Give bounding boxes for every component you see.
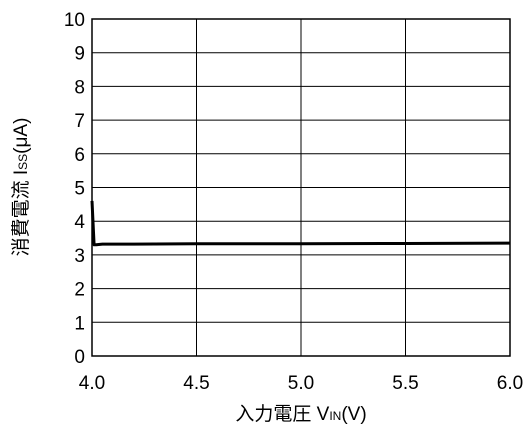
y-axis-label-prefix: 消費電流 I (10, 170, 32, 257)
series-line (90, 200, 511, 247)
x-tick-label: 5.0 (288, 373, 314, 394)
x-axis-label-subscript: IN (329, 409, 341, 423)
y-tick-label: 6 (74, 145, 85, 166)
x-tick-label: 4.5 (183, 373, 209, 394)
plot-frame (91, 18, 511, 357)
y-tick-label: 2 (74, 280, 85, 301)
x-axis-label: 入力電圧 VIN(V) (235, 403, 366, 425)
y-tick-label: 5 (74, 179, 85, 200)
y-tick-label: 4 (74, 212, 85, 233)
y-tick-label: 8 (74, 77, 85, 98)
x-axis-label-prefix: 入力電圧 V (235, 403, 329, 425)
y-axis-label-suffix: (μA) (11, 118, 32, 154)
y-tick-label: 10 (64, 10, 85, 31)
y-tick-label: 9 (74, 44, 85, 65)
x-tick-label: 4.0 (79, 373, 105, 394)
grid (92, 19, 510, 356)
y-tick-label: 3 (74, 246, 85, 267)
y-tick-label: 1 (74, 313, 85, 334)
x-axis-label-suffix: (V) (341, 404, 366, 425)
x-tick-label: 6.0 (497, 373, 523, 394)
tick-labels: 0 1 2 3 4 5 6 7 8 9 10 4.0 4.5 5.0 5.5 6.0 (64, 10, 523, 394)
y-tick-label: 7 (74, 111, 85, 132)
y-tick-label: 0 (74, 347, 85, 368)
x-tick-label: 5.5 (392, 373, 418, 394)
series-group (90, 200, 511, 247)
y-axis-label: 消費電流 ISS(μA) (10, 118, 32, 257)
y-axis-label-subscript: SS (16, 154, 30, 170)
